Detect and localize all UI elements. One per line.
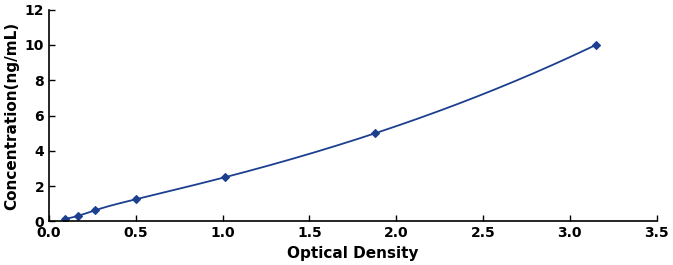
Y-axis label: Concentration(ng/mL): Concentration(ng/mL)	[4, 21, 19, 210]
X-axis label: Optical Density: Optical Density	[287, 246, 419, 261]
